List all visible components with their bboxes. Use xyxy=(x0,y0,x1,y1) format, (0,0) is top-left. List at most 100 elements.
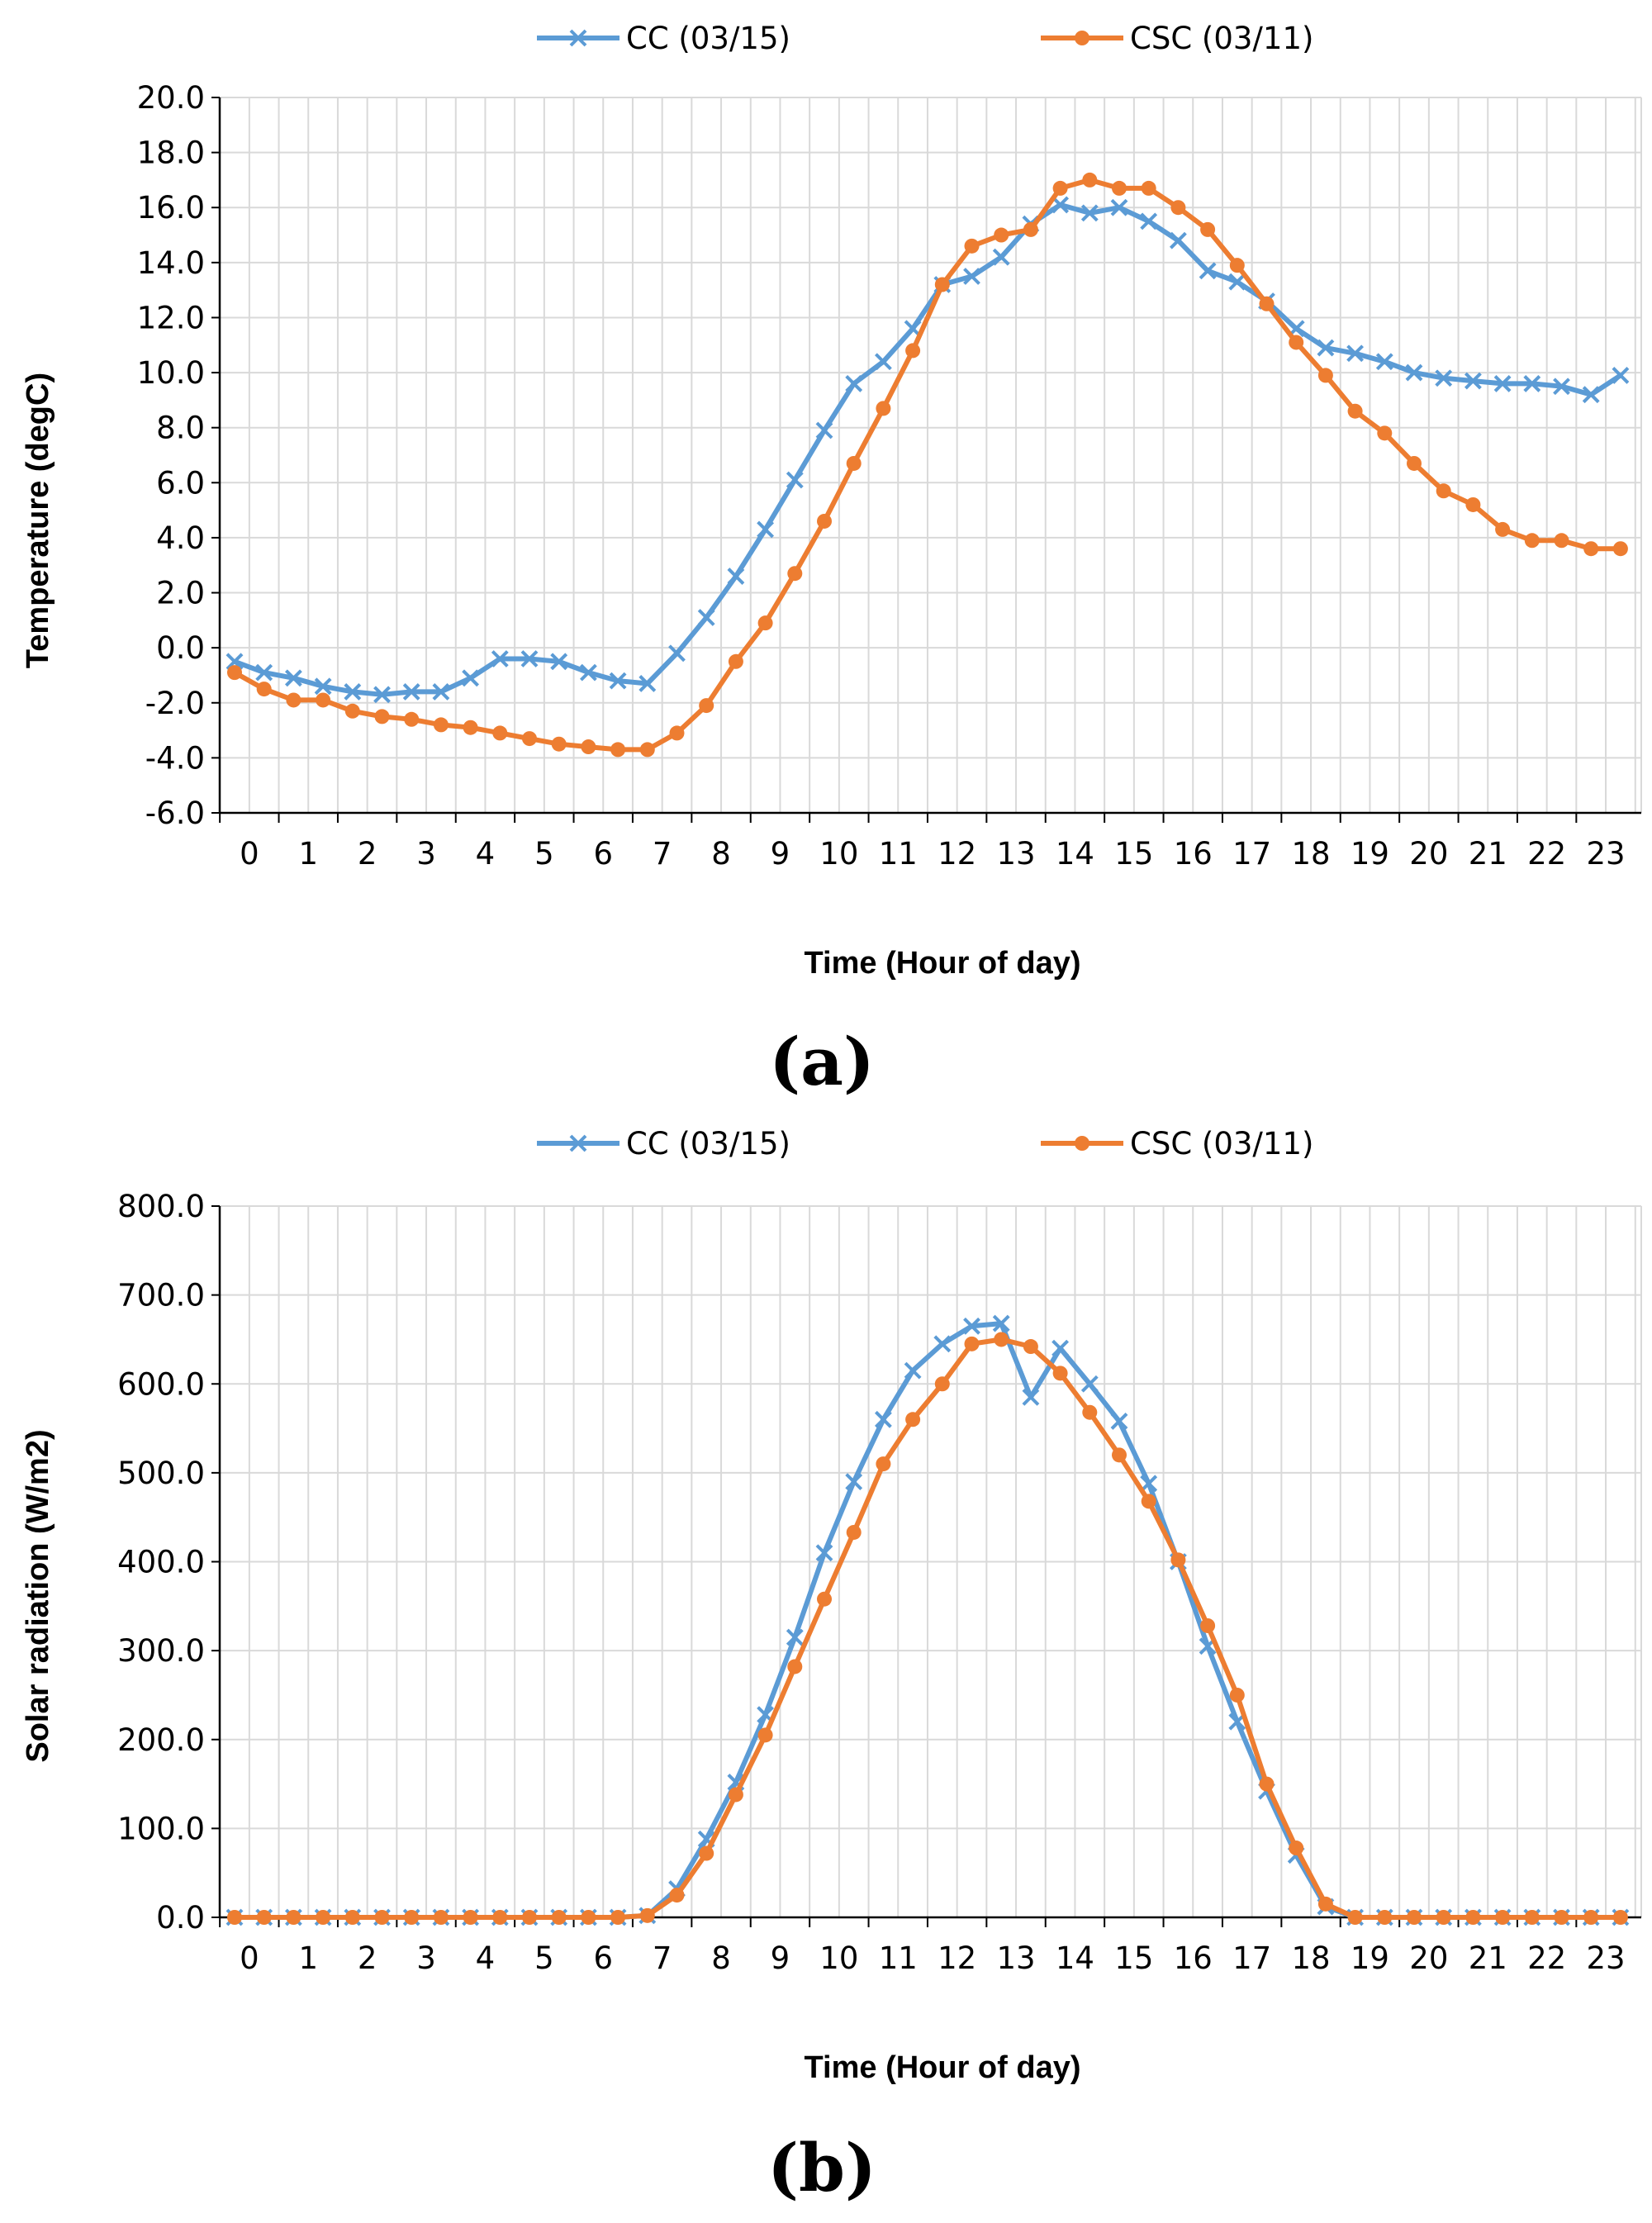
chart-b-x-tick-label: 20 xyxy=(1409,1940,1448,1976)
chart-b-csc-point xyxy=(817,1591,832,1607)
chart-a-cc-point xyxy=(462,669,480,687)
chart-b-x-tick-label: 19 xyxy=(1351,1940,1389,1976)
chart-b-csc-point xyxy=(964,1336,980,1351)
chart-a-cc-point xyxy=(344,683,362,701)
chart-a-csc-point xyxy=(610,742,626,758)
chart-a-x-tick-label: 16 xyxy=(1174,836,1213,872)
chart-a-x-axis-title: Time (Hour of day) xyxy=(805,946,1081,981)
chart-b-x-tick-label: 1 xyxy=(298,1940,318,1976)
chart-b-x-axis-title: Time (Hour of day) xyxy=(805,2050,1081,2085)
chart-b-legend-csc-label: CSC (03/11) xyxy=(1130,1126,1313,1161)
chart-a-cc-point xyxy=(550,653,568,671)
chart-a-cc-point xyxy=(1140,212,1158,230)
chart-b-x-tick-label: 15 xyxy=(1114,1940,1153,1976)
chart-a-csc-point xyxy=(1141,180,1156,196)
chart-a-y-tick-labels: -6.0 -4.0 -2.0 0.0 2.0 4.0 6.0 8.0 10.0 12.0 14.0 1… xyxy=(137,80,205,831)
chart-b-csc-point xyxy=(1377,1910,1393,1925)
chart-a-x-tick-label: 17 xyxy=(1232,836,1271,872)
chart-b-y-axis-title: Solar radiation (W/m2) xyxy=(21,1429,55,1762)
chart-a-x-tick-label: 0 xyxy=(240,836,259,872)
chart-b-csc-point xyxy=(787,1659,803,1674)
chart-a-x-tick-label: 23 xyxy=(1587,836,1626,872)
chart-a-legend-csc-symbol xyxy=(1075,31,1089,45)
chart-b-csc-point xyxy=(1465,1910,1481,1925)
chart-a-csc-point xyxy=(374,709,390,724)
chart-b-cc-point xyxy=(874,1410,892,1428)
chart-a-cc-point xyxy=(757,520,775,539)
chart-a-cc-point xyxy=(579,663,597,682)
chart-b-csc-point xyxy=(404,1910,420,1925)
chart-a-csc-point xyxy=(1259,296,1275,311)
chart-b-csc-point xyxy=(1289,1841,1304,1856)
chart-a-csc-point xyxy=(1465,496,1481,512)
chart-a-csc-point xyxy=(1377,425,1393,441)
chart-b-csc-point xyxy=(227,1910,242,1925)
chart-b-y-tick-label: 400.0 xyxy=(117,1545,205,1580)
chart-b-series-csc-points xyxy=(227,1332,1628,1925)
chart-b-csc-point xyxy=(1583,1910,1599,1925)
chart-b-csc-point xyxy=(551,1910,567,1925)
chart-b-y-tick-label: 500.0 xyxy=(117,1456,205,1491)
chart-a-x-tick-label: 15 xyxy=(1114,836,1153,872)
chart-b-csc-point xyxy=(463,1910,478,1925)
chart-a-cc-point xyxy=(225,653,244,671)
chart-a-csc-point xyxy=(1317,368,1333,383)
chart-a-csc-point xyxy=(994,227,1009,243)
chart-a-x-tick-label: 20 xyxy=(1409,836,1448,872)
chart-a-legend-cc: CC (03/15) xyxy=(537,21,790,56)
chart-a-cc-point xyxy=(609,672,627,690)
chart-a-csc-point xyxy=(581,739,596,755)
chart-b-panel-label: (b) xyxy=(767,2129,876,2206)
chart-a-cc-point xyxy=(1612,366,1630,384)
chart-a-cc-point xyxy=(786,471,804,489)
chart-b-csc-point xyxy=(1082,1404,1098,1420)
chart-a-y-tick-label: 6.0 xyxy=(156,465,205,501)
chart-b-csc-point xyxy=(699,1845,714,1861)
chart-a-csc-point xyxy=(876,401,891,416)
chart-a-csc-point xyxy=(286,692,301,708)
chart-a-cc-point xyxy=(373,686,391,704)
chart-b-x-tick-label: 21 xyxy=(1469,1940,1507,1976)
chart-a-x-tick-label: 7 xyxy=(653,836,672,872)
chart-b-x-tick-label: 9 xyxy=(771,1940,790,1976)
chart-b-y-tick-labels: 0.0 100.0 200.0 300.0 400.0 500.0 600.0 700.0 80… xyxy=(117,1189,205,1936)
chart-a-x-tick-label: 8 xyxy=(711,836,731,872)
chart-a-csc-point xyxy=(1023,221,1038,237)
chart-a-x-tick-label: 18 xyxy=(1292,836,1331,872)
chart-a-csc-point xyxy=(934,277,950,292)
chart-b-csc-point xyxy=(1023,1339,1038,1355)
chart-a-csc-point xyxy=(1289,335,1304,350)
chart-a-series-cc-line xyxy=(233,202,1622,697)
chart-b-y-tick-label: 200.0 xyxy=(117,1722,205,1758)
chart-b-x-tick-label: 12 xyxy=(938,1940,976,1976)
chart-a-cc-point xyxy=(432,683,450,701)
chart-a-legend-cc-label: CC (03/15) xyxy=(626,21,790,56)
chart-a-cc-point xyxy=(1199,262,1217,280)
chart-a-x-tick-label: 19 xyxy=(1351,836,1389,872)
chart-a-y-tick-label: 14.0 xyxy=(137,245,205,281)
chart-b-y-tick-label: 700.0 xyxy=(117,1278,205,1313)
chart-a-cc-point xyxy=(638,675,657,692)
chart-b-x-tick-label: 17 xyxy=(1232,1940,1271,1976)
chart-b-x-tick-label: 7 xyxy=(653,1940,672,1976)
chart-b-cc-point xyxy=(992,1314,1010,1332)
chart-a-x-tick-label: 6 xyxy=(593,836,613,872)
chart-b-cc-point xyxy=(1022,1388,1040,1406)
chart-a-y-tick-label: 2.0 xyxy=(156,576,205,611)
chart-b-cc-point xyxy=(1110,1413,1128,1430)
chart-a-csc-point xyxy=(1082,172,1098,188)
chart-b-x-tick-label: 8 xyxy=(711,1940,731,1976)
chart-a-csc-point xyxy=(433,717,449,733)
chart-a-y-tick-label: 0.0 xyxy=(156,630,205,666)
chart-a-cc-point xyxy=(874,353,892,371)
chart-a-y-tick-label: 16.0 xyxy=(137,190,205,226)
chart-b-x-tick-label: 4 xyxy=(476,1940,496,1976)
chart-a-x-tick-label: 11 xyxy=(879,836,918,872)
chart-b-cc-point xyxy=(904,1361,922,1380)
chart-a-cc-point xyxy=(963,268,980,285)
chart-a-csc-point xyxy=(905,343,921,359)
chart-b-csc-point xyxy=(256,1910,272,1925)
chart-b-csc-point xyxy=(1200,1617,1216,1633)
chart-a-panel-label: (a) xyxy=(769,1023,875,1100)
chart-a-gridlines xyxy=(220,97,1642,813)
